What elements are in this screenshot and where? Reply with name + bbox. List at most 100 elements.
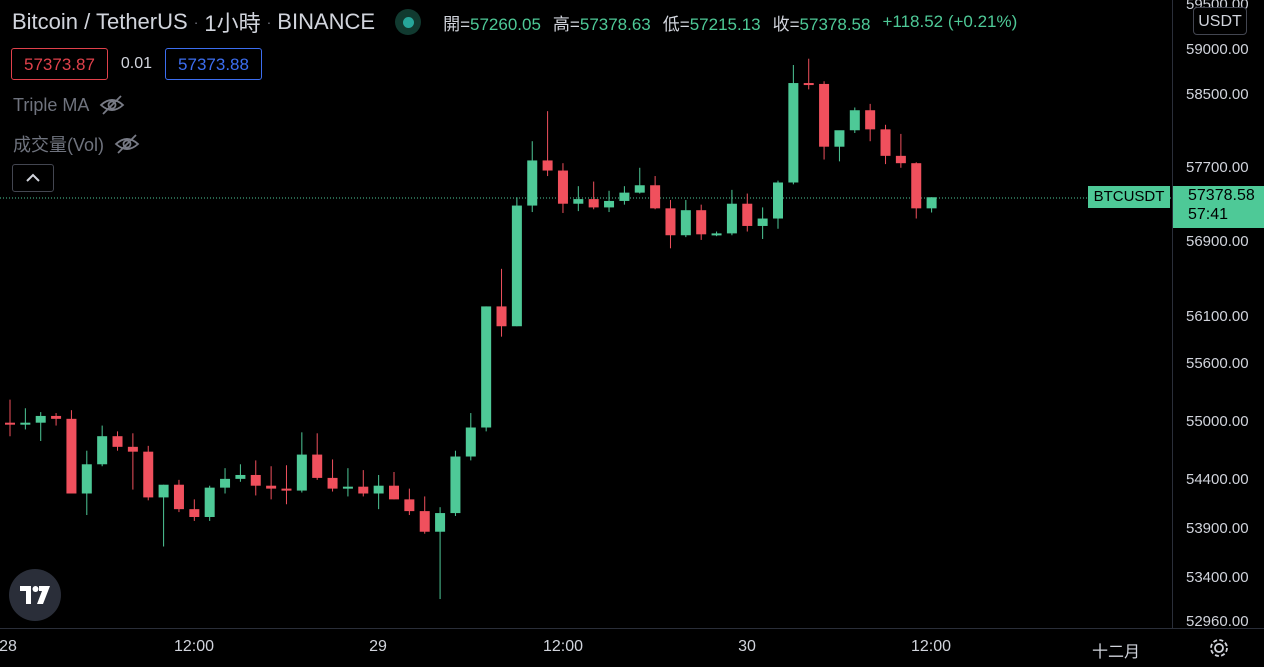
candle-body [773,182,783,219]
candle-body [819,83,830,147]
candle-body [220,478,231,488]
candle-body [327,477,338,489]
indicator-triple-ma[interactable]: Triple MA [13,94,125,116]
candle-body [173,484,184,510]
candle-body [895,155,906,164]
tv-logo-icon [20,586,50,604]
price-axis-label: 53400.00 [1186,569,1249,587]
candle-body [680,210,691,236]
candle-body [143,451,154,498]
candle-body [511,205,522,327]
candle-body [127,446,138,452]
time-axis-label: 12:00 [542,638,584,655]
chart-header: Bitcoin / TetherUS · 1小時 · BINANCE 開=572… [12,8,1017,36]
candle-body [911,163,922,209]
time-axis-label: 28 [0,638,17,655]
candle-body [20,422,31,425]
candle-body [880,129,891,156]
candle-body [419,511,430,532]
candle-body [112,436,123,447]
currency-unit-button[interactable]: USDT [1193,7,1247,35]
last-price-value: 57378.58 [1188,187,1255,204]
candle-body [373,485,384,494]
interval[interactable]: 1小時 [204,11,261,36]
ohlc-high: 高=57378.63 [552,14,651,34]
candle-body [726,203,737,234]
candle-body [650,185,661,209]
candle-body [588,199,599,208]
candle-body [634,185,645,193]
symbol-name[interactable]: Bitcoin / TetherUS [12,9,188,34]
exchange: BINANCE [277,9,376,34]
candle-body [358,486,369,494]
candle-body [803,83,814,86]
separator: · [193,14,199,30]
chevron-up-icon [26,173,40,182]
price-axis-label: 59000.00 [1186,40,1249,58]
indicator-volume[interactable]: 成交量(Vol) [13,131,140,157]
ohlc-close: 收=57378.58 [772,14,871,34]
candle-body [742,203,753,226]
candle-body [189,509,200,517]
ohlc-low: 低=57215.13 [662,14,761,34]
candle-body [604,200,615,208]
candle-body [66,418,77,494]
candle-body [296,454,307,491]
candle-body [788,83,799,183]
time-axis-label: 12:00 [173,638,215,655]
candle-body [435,513,446,532]
candle-body [266,485,277,489]
candle-body [619,192,630,201]
candle-body [97,436,108,465]
candle-body [834,130,845,147]
candle-body [342,486,353,489]
sell-button[interactable]: 57373.87 [11,48,108,80]
candle-body [849,110,860,131]
time-axis-label: 12:00 [910,638,952,655]
candle-body [35,415,46,423]
candle-body [389,485,399,500]
collapse-legend-button[interactable] [12,164,54,192]
last-price-symbol-tag: BTCUSDT [1088,186,1170,208]
price-axis-label: 56900.00 [1186,232,1249,250]
time-axis[interactable] [0,628,1264,667]
trade-row: 57373.87 0.01 57373.88 [11,48,262,80]
candle-body [926,197,937,209]
bar-countdown: 57:41 [1188,206,1229,223]
candle-body [235,474,246,479]
candle-body [542,160,553,171]
candle-body [158,484,169,498]
price-axis-label: 55600.00 [1186,355,1249,373]
settings-gear-icon[interactable] [1207,636,1231,660]
candlestick-chart[interactable] [0,0,1172,628]
price-axis[interactable] [1172,0,1264,628]
candle-body [557,170,568,204]
time-axis-label: 29 [369,638,387,655]
candle-body [481,306,492,428]
buy-button[interactable]: 57373.88 [165,48,262,80]
ohlc-change: +118.52 (+0.21%) [882,12,1018,31]
candle-body [711,233,722,236]
spread-value: 0.01 [120,55,153,72]
candle-body [573,199,584,204]
candle-body [865,110,876,130]
candle-body [757,218,768,226]
eye-hidden-icon[interactable] [114,133,140,155]
candle-body [465,427,476,457]
candle-body [496,306,507,327]
eye-hidden-icon[interactable] [99,94,125,116]
price-axis-label: 56100.00 [1186,307,1249,325]
candle-body [51,415,62,419]
ohlc-open: 開=57260.05 [443,14,541,34]
time-axis-label: 十二月 [1091,644,1141,661]
price-axis-label: 53900.00 [1186,519,1249,537]
indicator-label: 成交量(Vol) [13,135,105,155]
tradingview-logo[interactable] [9,569,61,621]
candle-body [527,160,538,206]
candles-group [5,58,937,600]
market-status-icon[interactable] [395,9,422,35]
price-axis-label: 55000.00 [1186,412,1249,430]
candle-body [696,210,707,235]
candle-body [665,208,676,236]
candle-body [404,499,415,512]
